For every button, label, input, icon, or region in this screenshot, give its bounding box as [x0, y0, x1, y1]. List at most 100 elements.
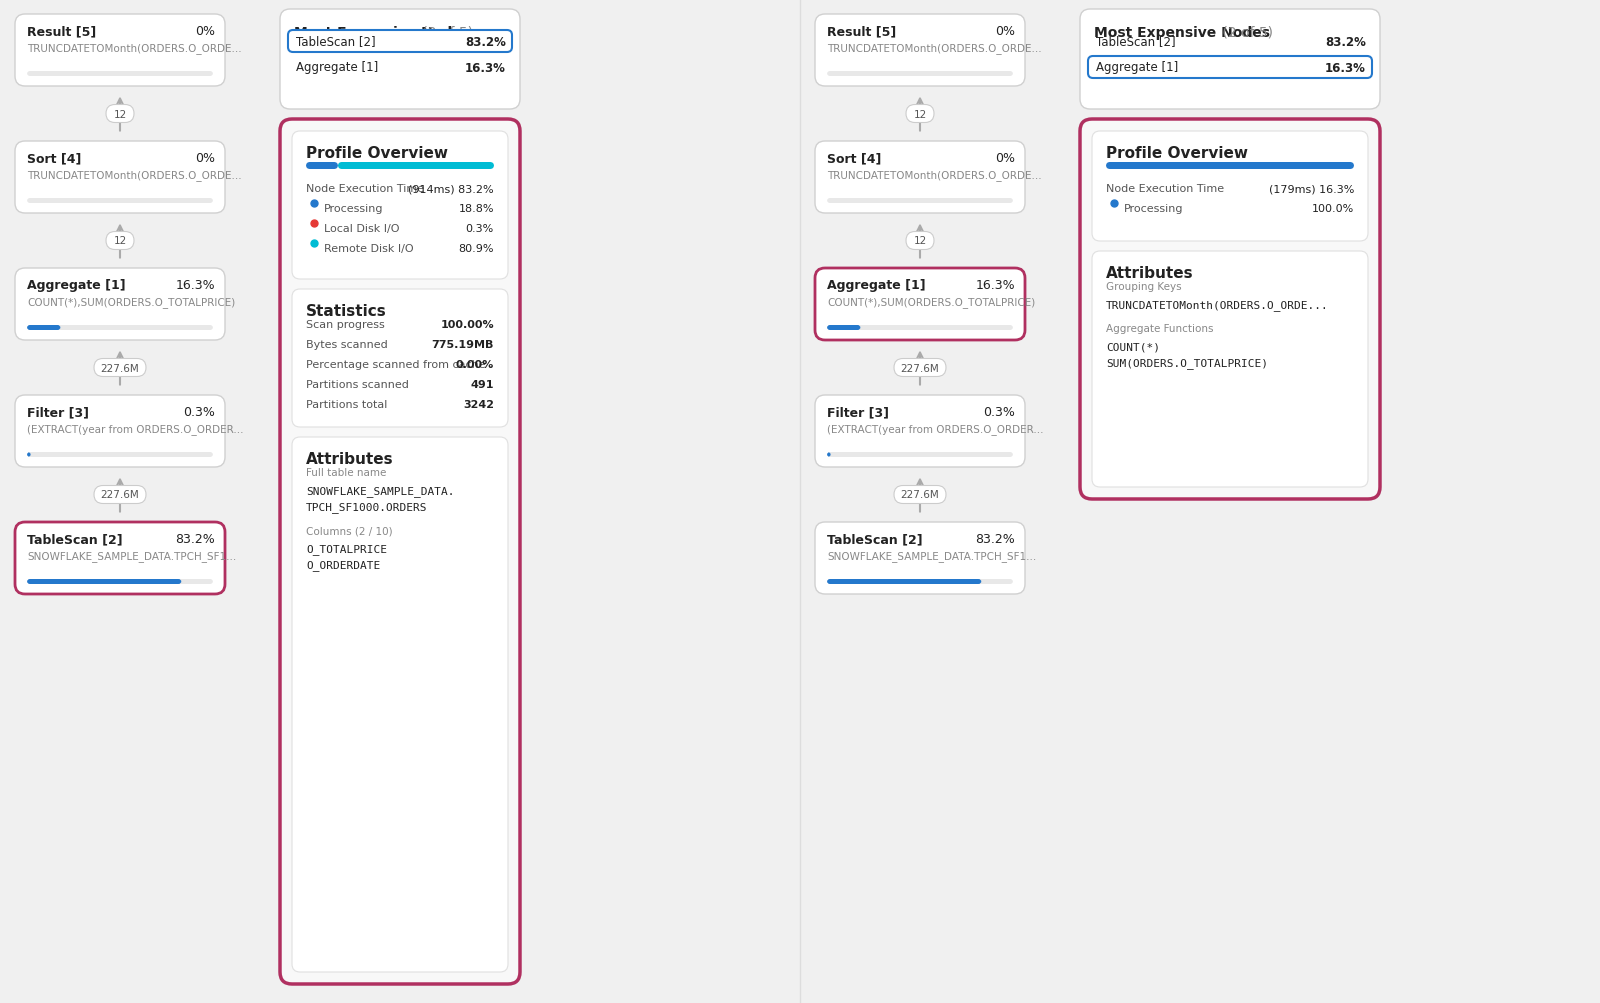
Text: (EXTRACT(year from ORDERS.O_ORDER...: (EXTRACT(year from ORDERS.O_ORDER... [27, 423, 243, 434]
Text: 83.2%: 83.2% [466, 35, 506, 48]
Text: Result [5]: Result [5] [827, 25, 896, 38]
Text: TRUNCDATETOMonth(ORDERS.O_ORDE...: TRUNCDATETOMonth(ORDERS.O_ORDE... [1106, 300, 1328, 311]
FancyBboxPatch shape [27, 326, 61, 331]
FancyBboxPatch shape [280, 120, 520, 984]
FancyBboxPatch shape [14, 269, 226, 341]
Text: 227.6M: 227.6M [101, 363, 139, 373]
Text: Sort [4]: Sort [4] [27, 151, 82, 164]
Text: Processing: Processing [1123, 204, 1184, 214]
FancyBboxPatch shape [827, 580, 981, 585]
Text: Aggregate Functions: Aggregate Functions [1106, 324, 1213, 334]
Text: 12: 12 [914, 237, 926, 247]
Text: COUNT(*),SUM(ORDERS.O_TOTALPRICE): COUNT(*),SUM(ORDERS.O_TOTALPRICE) [827, 297, 1035, 308]
FancyBboxPatch shape [827, 580, 1013, 585]
Text: 12: 12 [114, 237, 126, 247]
Text: COUNT(*),SUM(ORDERS.O_TOTALPRICE): COUNT(*),SUM(ORDERS.O_TOTALPRICE) [27, 297, 235, 308]
FancyBboxPatch shape [291, 437, 509, 972]
FancyBboxPatch shape [291, 131, 509, 280]
Text: 100.00%: 100.00% [440, 320, 494, 330]
Text: Full table name: Full table name [306, 467, 386, 477]
Text: Most Expensive Nodes: Most Expensive Nodes [294, 26, 470, 40]
Text: 0%: 0% [995, 25, 1014, 38]
Text: TPCH_SF1000.ORDERS: TPCH_SF1000.ORDERS [306, 502, 427, 513]
Text: Aggregate [1]: Aggregate [1] [27, 279, 126, 292]
Text: 227.6M: 227.6M [901, 490, 939, 500]
FancyBboxPatch shape [106, 233, 134, 251]
Text: SNOWFLAKE_SAMPLE_DATA.TPCH_SF1...: SNOWFLAKE_SAMPLE_DATA.TPCH_SF1... [27, 551, 237, 562]
Text: Profile Overview: Profile Overview [306, 145, 448, 160]
Text: 227.6M: 227.6M [901, 363, 939, 373]
FancyBboxPatch shape [338, 162, 494, 170]
FancyBboxPatch shape [894, 359, 946, 377]
FancyBboxPatch shape [906, 105, 934, 123]
Text: 0.00%: 0.00% [456, 360, 494, 370]
FancyBboxPatch shape [1091, 131, 1368, 242]
Text: 3242: 3242 [462, 399, 494, 409]
Text: (179ms) 16.3%: (179ms) 16.3% [1269, 184, 1354, 194]
FancyBboxPatch shape [291, 290, 509, 427]
Text: TableScan [2]: TableScan [2] [1096, 35, 1176, 48]
Text: TableScan [2]: TableScan [2] [27, 533, 123, 546]
Text: Partitions total: Partitions total [306, 399, 387, 409]
FancyBboxPatch shape [827, 452, 830, 457]
FancyBboxPatch shape [106, 105, 134, 123]
Text: Attributes: Attributes [306, 451, 394, 466]
Text: Statistics: Statistics [306, 304, 387, 319]
FancyBboxPatch shape [27, 452, 30, 457]
Text: 227.6M: 227.6M [101, 490, 139, 500]
FancyBboxPatch shape [1080, 10, 1379, 110]
Text: O_TOTALPRICE: O_TOTALPRICE [306, 544, 387, 555]
Text: (914ms) 83.2%: (914ms) 83.2% [408, 184, 494, 194]
FancyBboxPatch shape [288, 31, 512, 53]
Text: TRUNCDATETOMonth(ORDERS.O_ORDE...: TRUNCDATETOMonth(ORDERS.O_ORDE... [27, 170, 242, 181]
FancyBboxPatch shape [827, 326, 861, 331]
Text: 0%: 0% [195, 25, 214, 38]
Text: 491: 491 [470, 379, 494, 389]
FancyBboxPatch shape [814, 395, 1026, 467]
Text: 775.19MB: 775.19MB [432, 340, 494, 350]
Text: TRUNCDATETOMonth(ORDERS.O_ORDE...: TRUNCDATETOMonth(ORDERS.O_ORDE... [827, 170, 1042, 181]
Text: Processing: Processing [323, 204, 384, 214]
Text: (2 of 5): (2 of 5) [1218, 26, 1274, 40]
FancyBboxPatch shape [27, 199, 213, 204]
Text: Node Execution Time: Node Execution Time [306, 184, 424, 194]
Text: 16.3%: 16.3% [176, 279, 214, 292]
FancyBboxPatch shape [827, 199, 1013, 204]
Text: (EXTRACT(year from ORDERS.O_ORDER...: (EXTRACT(year from ORDERS.O_ORDER... [827, 423, 1043, 434]
FancyBboxPatch shape [1091, 252, 1368, 487]
Text: Bytes scanned: Bytes scanned [306, 340, 387, 350]
FancyBboxPatch shape [14, 395, 226, 467]
Text: Columns (2 / 10): Columns (2 / 10) [306, 526, 392, 536]
Text: 0%: 0% [995, 151, 1014, 164]
FancyBboxPatch shape [27, 452, 213, 457]
Text: Result [5]: Result [5] [27, 25, 96, 38]
FancyBboxPatch shape [14, 15, 226, 87]
Text: Grouping Keys: Grouping Keys [1106, 282, 1182, 292]
Text: Filter [3]: Filter [3] [827, 405, 890, 418]
FancyBboxPatch shape [1106, 162, 1354, 170]
Text: Remote Disk I/O: Remote Disk I/O [323, 244, 414, 254]
FancyBboxPatch shape [27, 580, 181, 585]
Text: Local Disk I/O: Local Disk I/O [323, 224, 400, 234]
Text: Aggregate [1]: Aggregate [1] [827, 279, 926, 292]
FancyBboxPatch shape [906, 233, 934, 251]
Text: TableScan [2]: TableScan [2] [296, 35, 376, 48]
FancyBboxPatch shape [814, 523, 1026, 595]
Text: 83.2%: 83.2% [976, 533, 1014, 546]
FancyBboxPatch shape [827, 452, 1013, 457]
Text: SNOWFLAKE_SAMPLE_DATA.TPCH_SF1...: SNOWFLAKE_SAMPLE_DATA.TPCH_SF1... [827, 551, 1037, 562]
Text: Node Execution Time: Node Execution Time [1106, 184, 1224, 194]
Text: TRUNCDATETOMonth(ORDERS.O_ORDE...: TRUNCDATETOMonth(ORDERS.O_ORDE... [827, 43, 1042, 54]
Text: 12: 12 [114, 109, 126, 119]
FancyBboxPatch shape [814, 269, 1026, 341]
Text: Partitions scanned: Partitions scanned [306, 379, 410, 389]
FancyBboxPatch shape [27, 580, 213, 585]
Text: Scan progress: Scan progress [306, 320, 384, 330]
Text: Filter [3]: Filter [3] [27, 405, 90, 418]
Text: 83.2%: 83.2% [1325, 35, 1366, 48]
FancyBboxPatch shape [94, 486, 146, 504]
Text: Attributes: Attributes [1106, 266, 1194, 281]
FancyBboxPatch shape [27, 72, 213, 77]
Text: Aggregate [1]: Aggregate [1] [1096, 61, 1178, 74]
Text: Percentage scanned from cache: Percentage scanned from cache [306, 360, 486, 370]
